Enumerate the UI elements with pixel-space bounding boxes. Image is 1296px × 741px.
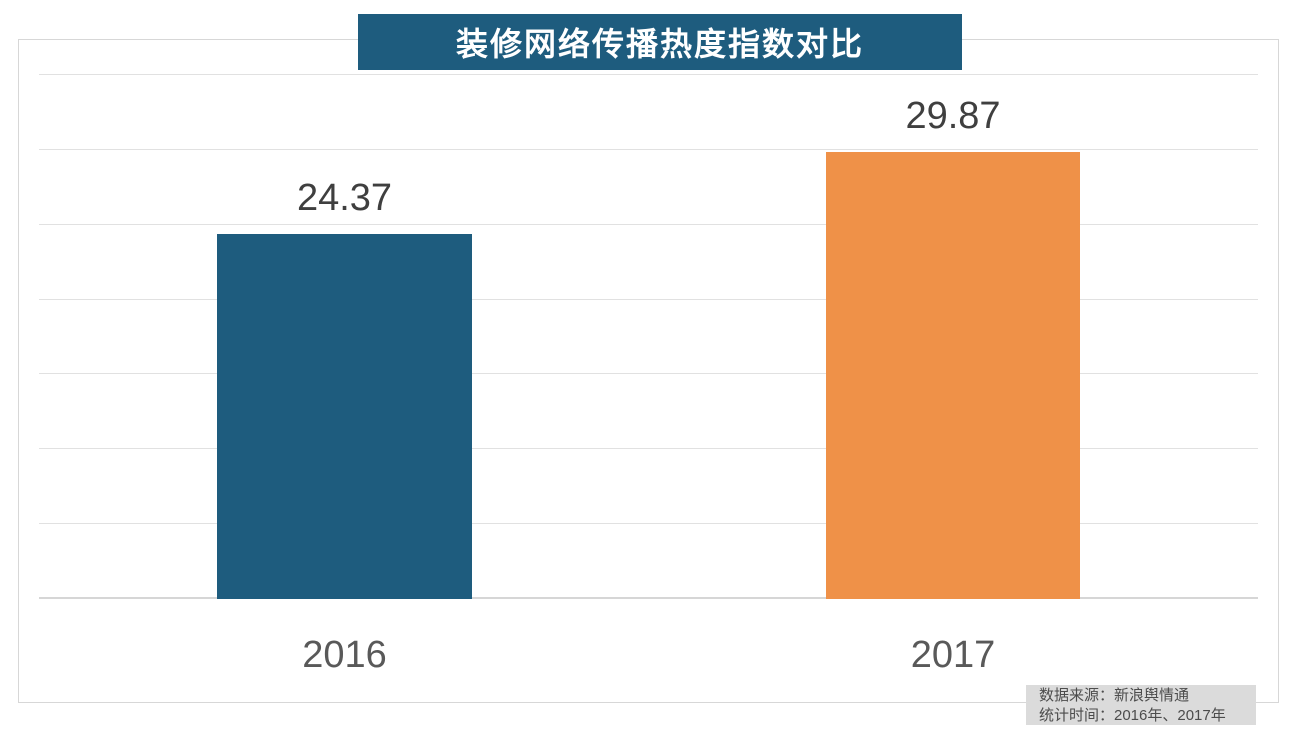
bar-2016 (217, 234, 472, 599)
plot-area: 24.37 29.87 (39, 74, 1258, 599)
source-note-line2: 统计时间：2016年、2017年 (1039, 707, 1226, 724)
plot-frame: 24.37 29.87 (18, 39, 1279, 703)
gridline (39, 373, 1258, 375)
gridline (39, 298, 1258, 300)
x-axis-label-2016: 2016 (302, 634, 387, 676)
gridline (39, 74, 1258, 75)
gridline (39, 448, 1258, 450)
bar-2017 (826, 151, 1080, 599)
gridline (39, 523, 1258, 525)
bar-value-label-2016: 24.37 (296, 177, 393, 220)
bar-value-label-2017: 29.87 (905, 94, 1001, 137)
source-note: 数据来源：新浪舆情通 统计时间：2016年、2017年 (1026, 685, 1256, 725)
x-axis-label-2017: 2017 (910, 634, 996, 676)
gridline (39, 223, 1258, 225)
chart-title: 装修网络传播热度指数对比 (358, 14, 962, 70)
x-axis-line (39, 597, 1258, 599)
gridline (39, 148, 1258, 150)
source-note-line1: 数据来源：新浪舆情通 (1039, 687, 1190, 704)
